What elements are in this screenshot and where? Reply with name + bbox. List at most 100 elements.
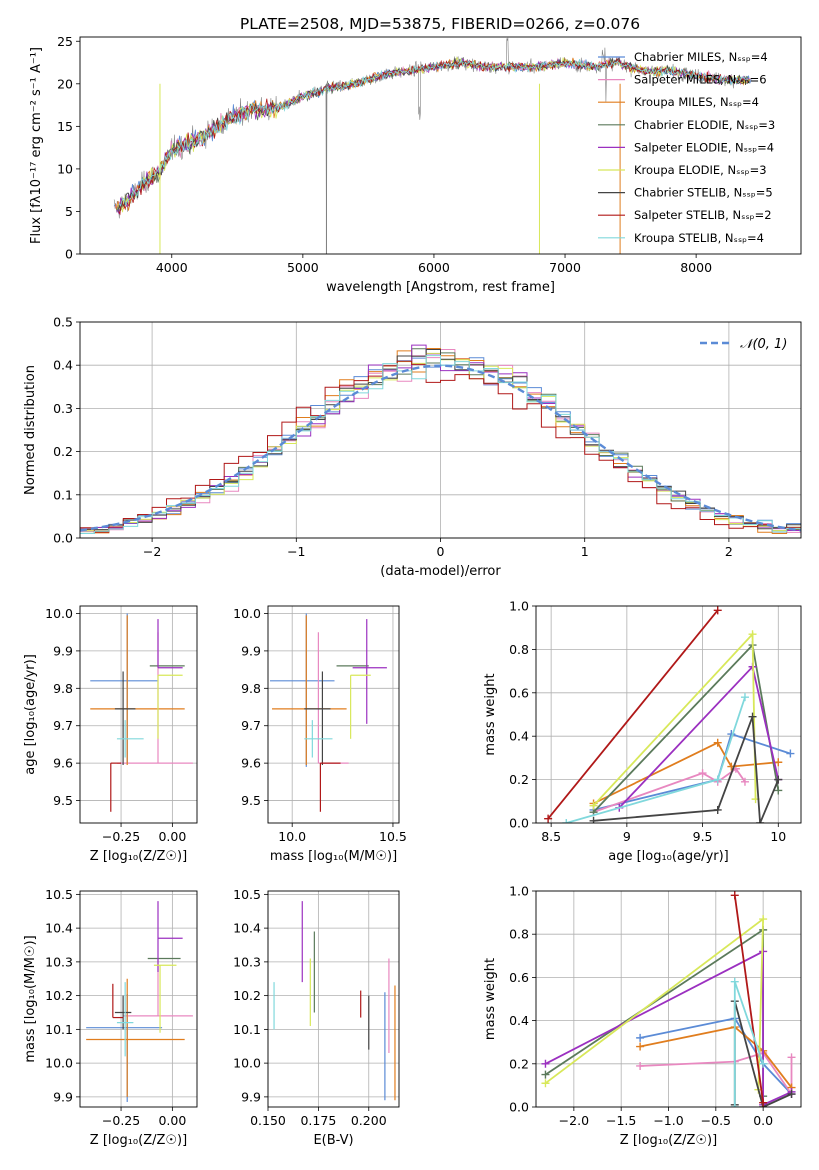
- mass-weight-line: [733, 895, 764, 1103]
- massz-ylabel: mass [log₁₀(M/M☉)]: [23, 935, 38, 1062]
- agez-points: [90, 613, 193, 812]
- massebv-xtick-label: 0.200: [351, 1113, 387, 1128]
- spectrum-xlabel: wavelength [Angstrom, rest frame]: [326, 280, 555, 295]
- mwage-ylabel: mass weight: [483, 673, 498, 755]
- agem-xlabel: mass [log₁₀(M/M☉)]: [270, 849, 397, 864]
- mwz-xtick-label: −0.5: [701, 1113, 731, 1128]
- mwz-xlabel: Z [log₁₀(Z/Z☉)]: [620, 1133, 717, 1148]
- spectrum-xtick-label: 7000: [549, 260, 581, 275]
- mass-weight-marker: [740, 693, 749, 702]
- agez-frame: [79, 605, 198, 824]
- massz-ytick-label: 9.9: [53, 1089, 73, 1104]
- residuals-xtick-label: 2: [725, 544, 733, 559]
- mwz-xtick-label: −2.0: [559, 1113, 589, 1128]
- error-bar-point: [114, 671, 136, 766]
- mwage-ytick-label: 1.0: [509, 599, 529, 614]
- error-bar-point: [114, 995, 132, 1030]
- agem-ytick-label: 9.6: [241, 756, 261, 771]
- massebv-frame: [267, 890, 400, 1108]
- mass-weight-marker: [774, 758, 783, 767]
- error-bar-point: [272, 615, 347, 766]
- histogram-steps: [80, 344, 801, 534]
- mass-weight-line: [639, 1017, 793, 1095]
- error-bar-point: [86, 993, 163, 1102]
- error-bar-point: [270, 613, 335, 767]
- mwz-xtick-label: 0.0: [753, 1113, 773, 1128]
- residuals-ytick-label: 0.1: [53, 487, 73, 502]
- mass-weight-line: [593, 741, 779, 805]
- mwage-xtick-label: 10: [770, 829, 786, 844]
- mass-weight-line: [545, 950, 792, 1107]
- mwage-frame: [535, 605, 802, 824]
- residuals-xtick-label: −2: [143, 544, 161, 559]
- mass-weight-marker: [730, 1103, 739, 1107]
- massebv-ytick-label: 10.3: [233, 954, 261, 969]
- spectrum-frame: [79, 36, 802, 255]
- legend-entry: Salpeter STELIB, Nₛₛₚ=2: [634, 208, 772, 222]
- spectrum-ylabel: Flux [fλ10⁻¹⁷ erg cm⁻² s⁻¹ A⁻¹]: [29, 47, 44, 244]
- mass-weight-marker: [698, 769, 707, 778]
- residual-histogram: [80, 355, 801, 534]
- agem-points: [270, 613, 387, 812]
- spectrum-ytick-label: 25: [57, 34, 73, 49]
- error-bar-point: [86, 978, 185, 1097]
- residual-histogram: [80, 360, 801, 533]
- mass-weight-marker: [774, 775, 783, 784]
- mass-weight-marker: [541, 1070, 550, 1079]
- residuals-xtick-label: −1: [287, 544, 305, 559]
- error-bar-point: [110, 762, 122, 812]
- mass-weight-marker: [730, 977, 739, 986]
- mwz-ytick-label: 0.2: [509, 1056, 529, 1071]
- mass-weight-marker: [713, 738, 722, 747]
- mass-weight-line: [593, 732, 791, 811]
- spectrum-title: PLATE=2508, MJD=53875, FIBERID=0266, z=0…: [240, 15, 640, 33]
- mwz-frame: [535, 890, 802, 1108]
- residuals-frame: [79, 321, 802, 539]
- model-spectrum-line: [118, 58, 748, 208]
- residuals-ytick-label: 0.0: [53, 531, 73, 546]
- mass-vs-metallicity-plot: −0.25 0.00 9.9 10.0 10.1 10.2 10.3 10.4 10.5 Z [l…: [23, 887, 198, 1148]
- agem-ytick-label: 9.9: [241, 643, 261, 658]
- mwage-xlabel: age [log₁₀(age/yr)]: [608, 849, 729, 864]
- legend-entry: Kroupa STELIB, Nₛₛₚ=4: [634, 231, 764, 245]
- mass-weight-marker: [759, 1098, 768, 1107]
- agez-ytick-label: 9.8: [53, 681, 73, 696]
- massebv-points: [273, 901, 396, 1101]
- agez-ytick-label: 10.0: [45, 606, 73, 621]
- mwz-ytick-label: 0.0: [509, 1100, 529, 1115]
- mwz-ytick-label: 0.6: [509, 970, 529, 985]
- spectrum-ytick-label: 0: [65, 247, 73, 262]
- spectrum-xtick-label: 8000: [680, 260, 712, 275]
- massz-ytick-label: 10.5: [45, 887, 73, 902]
- mwage-ytick-label: 0.6: [509, 685, 529, 700]
- residuals-ytick-label: 0.5: [53, 315, 73, 330]
- residuals-ytick-label: 0.4: [53, 358, 73, 373]
- massz-xtick-label: 0.00: [158, 1113, 186, 1128]
- mwz-xtick-label: −1.5: [606, 1113, 636, 1128]
- residuals-ylabel: Normed distribution: [23, 365, 38, 495]
- massebv-ytick-label: 10.2: [233, 988, 261, 1003]
- residuals-xlabel: (data-model)/error: [380, 564, 501, 579]
- legend-entry: Salpeter MILES, Nₛₛₚ=6: [634, 73, 767, 87]
- mwage-xtick-label: 9.5: [693, 829, 713, 844]
- massz-xlabel: Z [log₁₀(Z/Z☉)]: [90, 1133, 187, 1148]
- mass-weight-marker: [748, 630, 757, 639]
- massebv-xtick-label: 0.150: [250, 1113, 286, 1128]
- residuals-ytick-label: 0.3: [53, 401, 73, 416]
- mass-weight-marker: [636, 1042, 645, 1051]
- mass-weight-marker: [787, 1090, 796, 1099]
- mass-weight-marker: [562, 819, 571, 823]
- legend-entry: Kroupa MILES, Nₛₛₚ=4: [634, 95, 759, 109]
- residual-histogram: [80, 349, 801, 531]
- error-bar-point: [319, 762, 341, 812]
- massz-ytick-label: 10.1: [45, 1022, 73, 1037]
- agez-xtick-label: 0.00: [158, 829, 186, 844]
- massz-ytick-label: 10.0: [45, 1056, 73, 1071]
- mwage-ytick-label: 0.4: [509, 729, 529, 744]
- mass-vs-reddening-plot: 0.150 0.175 0.200 9.9 10.0 10.1 10.2 10.3 10.4 10…: [233, 887, 400, 1148]
- spectrum-ytick-label: 20: [57, 76, 73, 91]
- mass-weight-marker: [636, 1033, 645, 1042]
- agem-ytick-label: 9.7: [241, 718, 261, 733]
- spectrum-ytick-label: 10: [57, 161, 73, 176]
